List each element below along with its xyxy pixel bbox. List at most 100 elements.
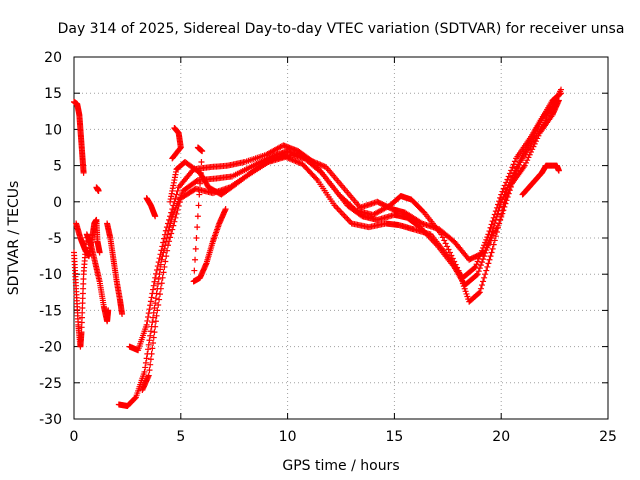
data-point bbox=[152, 300, 159, 307]
data-point bbox=[500, 185, 507, 192]
data-point bbox=[147, 298, 154, 305]
data-point bbox=[483, 236, 490, 243]
data-point bbox=[490, 214, 497, 221]
data-point bbox=[503, 179, 510, 186]
data-point bbox=[147, 361, 154, 368]
y-tick-label: -25 bbox=[39, 376, 62, 392]
data-point bbox=[477, 262, 484, 269]
data-point bbox=[499, 210, 506, 217]
data-point bbox=[150, 286, 157, 293]
y-tick-label: -30 bbox=[39, 412, 62, 428]
data-point bbox=[155, 301, 162, 308]
x-tick-label: 10 bbox=[279, 429, 297, 445]
data-point bbox=[152, 318, 159, 325]
data-point bbox=[555, 167, 562, 174]
data-point bbox=[148, 294, 155, 301]
data-point bbox=[193, 177, 200, 184]
data-point bbox=[509, 164, 516, 171]
data-point bbox=[489, 218, 496, 225]
data-point bbox=[169, 206, 176, 213]
data-point bbox=[169, 226, 176, 233]
data-point bbox=[147, 356, 154, 363]
data-point bbox=[493, 204, 500, 211]
data-point bbox=[162, 258, 169, 265]
x-tick-label: 25 bbox=[599, 429, 617, 445]
series-track-9 bbox=[143, 195, 159, 220]
x-tick-label: 20 bbox=[492, 429, 510, 445]
data-point bbox=[557, 90, 564, 97]
data-point bbox=[487, 253, 494, 260]
data-point bbox=[169, 154, 176, 161]
data-point bbox=[154, 263, 161, 270]
data-point bbox=[527, 149, 534, 156]
data-point bbox=[476, 289, 483, 296]
data-point bbox=[483, 267, 490, 274]
data-point bbox=[499, 188, 506, 195]
data-point bbox=[142, 359, 149, 366]
data-point bbox=[472, 263, 479, 270]
data-point bbox=[143, 321, 150, 328]
data-point bbox=[155, 280, 162, 287]
data-point bbox=[197, 169, 204, 176]
data-point bbox=[473, 261, 480, 268]
data-point bbox=[153, 266, 160, 273]
data-point bbox=[510, 161, 517, 168]
data-point bbox=[163, 235, 170, 241]
data-point bbox=[152, 274, 159, 281]
data-point bbox=[145, 314, 152, 321]
data-point bbox=[173, 191, 180, 198]
data-point bbox=[506, 170, 513, 177]
data-point bbox=[173, 210, 180, 217]
data-point bbox=[497, 194, 504, 201]
y-tick-label: 20 bbox=[44, 50, 62, 66]
data-point bbox=[530, 143, 537, 150]
data-point bbox=[192, 256, 199, 263]
data-point bbox=[147, 328, 154, 335]
data-point bbox=[521, 162, 528, 169]
series-track-8 bbox=[104, 220, 126, 318]
data-point bbox=[146, 367, 153, 374]
data-point bbox=[484, 263, 491, 270]
data-point bbox=[172, 214, 179, 221]
data-point bbox=[167, 213, 174, 220]
data-point bbox=[144, 317, 151, 324]
series-track-5 bbox=[71, 98, 87, 176]
data-point bbox=[141, 368, 148, 375]
data-point bbox=[147, 302, 154, 309]
data-point bbox=[156, 291, 163, 298]
series-track-12 bbox=[93, 184, 102, 194]
data-point bbox=[486, 228, 493, 235]
data-point bbox=[478, 259, 485, 266]
data-point bbox=[160, 269, 167, 276]
data-point bbox=[505, 190, 512, 197]
data-point bbox=[160, 239, 167, 246]
y-tick-labels: -30 -25 -20 -15 -10 -5 0 5 10 15 20 bbox=[39, 50, 62, 428]
data-point bbox=[532, 138, 539, 145]
data-point bbox=[496, 220, 503, 227]
data-point bbox=[145, 341, 152, 348]
data-point bbox=[485, 260, 492, 267]
data-point bbox=[194, 224, 201, 231]
data-point bbox=[487, 224, 494, 231]
data-points bbox=[71, 86, 565, 409]
data-point bbox=[479, 250, 486, 257]
data-point bbox=[157, 251, 164, 258]
data-point bbox=[535, 132, 542, 139]
data-point bbox=[150, 334, 157, 341]
data-point bbox=[157, 266, 164, 273]
series-track-11 bbox=[169, 124, 184, 162]
data-point bbox=[508, 167, 515, 174]
data-point bbox=[511, 158, 518, 165]
data-point bbox=[504, 193, 511, 200]
data-point bbox=[171, 218, 178, 225]
data-point bbox=[524, 157, 531, 164]
data-point bbox=[445, 246, 452, 253]
data-point bbox=[196, 191, 203, 198]
data-point bbox=[169, 155, 176, 162]
data-point bbox=[529, 146, 536, 153]
data-point bbox=[478, 282, 485, 289]
data-point bbox=[161, 231, 168, 238]
data-point bbox=[502, 200, 509, 207]
series-track-7 bbox=[73, 216, 103, 260]
data-point bbox=[558, 90, 565, 97]
